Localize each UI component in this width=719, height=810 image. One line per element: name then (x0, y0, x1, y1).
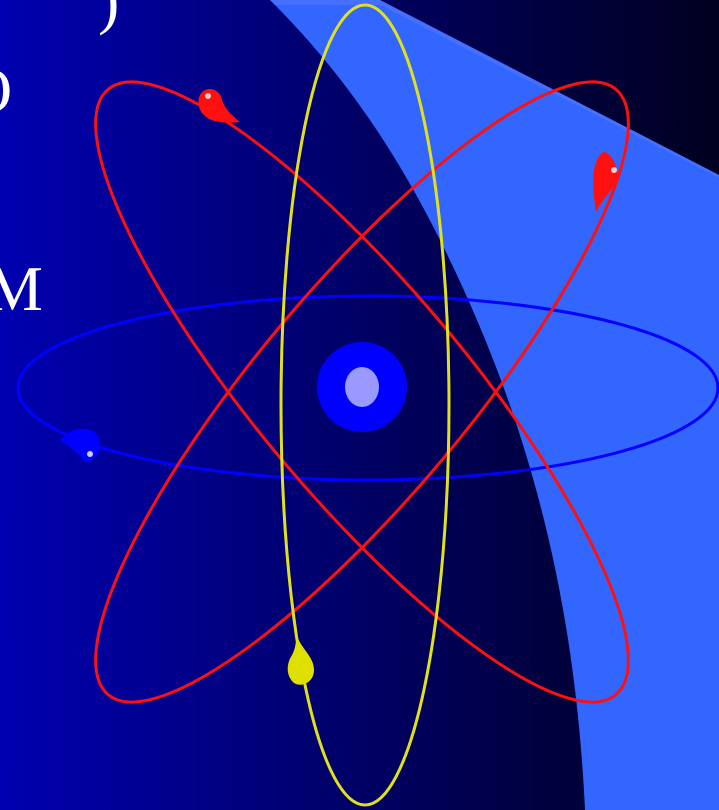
text-fragment: M (0, 253, 43, 324)
electron-highlight (205, 93, 211, 99)
nucleus-core (345, 367, 379, 407)
blue-orbit (16, 294, 719, 482)
atom (16, 3, 719, 807)
electron (287, 635, 314, 685)
electron-highlight (87, 451, 93, 457)
electron (593, 152, 618, 212)
light-panel (270, 0, 719, 810)
yellow-orbit (279, 3, 451, 807)
text-fragment: ) (98, 0, 119, 36)
electron-highlight (611, 167, 617, 173)
text-fragment: O (0, 55, 12, 126)
